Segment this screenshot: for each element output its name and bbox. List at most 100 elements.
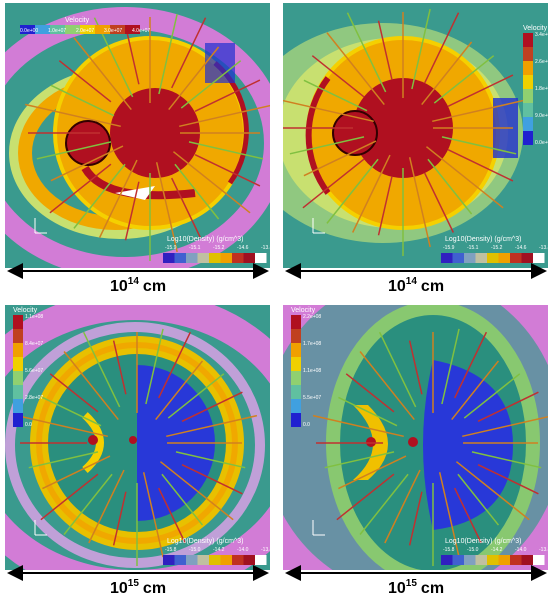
velocity-arrow [50, 84, 115, 117]
velocity-arrow [42, 455, 111, 490]
velocity-tick: 1.8e+08 [535, 86, 550, 92]
velocity-arrow [40, 473, 99, 521]
velocity-tick: 0.0 [303, 422, 310, 428]
velocity-arrow [49, 373, 99, 413]
velocity-arrow [194, 79, 261, 112]
density-title: Log10(Density) (g/cm^3) [167, 538, 243, 545]
colorbar-segment [523, 75, 533, 89]
colorbar-segment [533, 555, 545, 565]
density-tick: -14.6 [515, 245, 527, 251]
density-tick: -13.8 [261, 245, 273, 251]
velocity-tick: 2.0e+07 [76, 28, 94, 34]
velocity-arrow [155, 360, 204, 421]
density-tick: -14.2 [491, 547, 503, 553]
colorbar-segment [441, 555, 453, 565]
velocity-tick: 1.1e+08 [303, 368, 321, 374]
velocity-arrow [359, 473, 409, 535]
velocity-arrow [28, 451, 99, 469]
colorbar-segment [20, 25, 35, 34]
density-tick: -13.8 [539, 547, 550, 553]
colorbar-segment [65, 25, 80, 34]
velocity-arrow [25, 103, 121, 128]
velocity-arrow [145, 328, 164, 405]
velocity-arrow [73, 37, 132, 111]
colorbar-segment [523, 117, 533, 131]
velocity-arrow [188, 141, 264, 160]
velocity-arrow [427, 158, 473, 215]
density-title: Log10(Density) (g/cm^3) [445, 236, 521, 243]
velocity-arrow [326, 158, 379, 224]
colorbar-segment [291, 357, 301, 371]
velocity-arrow [421, 41, 473, 106]
velocity-arrow [311, 55, 365, 98]
colorbar-segment [220, 555, 232, 565]
velocity-arrow [411, 8, 431, 90]
velocity-arrow [351, 154, 391, 233]
velocity-arrow [124, 181, 140, 241]
colorbar-segment [510, 253, 522, 263]
colorbar-segment [510, 555, 522, 565]
velocity-tick: 2.8e+07 [25, 395, 43, 401]
scale-unit: cm [143, 580, 166, 597]
velocity-arrow [462, 415, 548, 438]
velocity-arrow [98, 159, 138, 238]
axis-triad [34, 218, 47, 234]
velocity-arrow [336, 473, 395, 521]
colorbar-segment [50, 25, 65, 34]
velocity-arrow [88, 469, 125, 544]
colorbar-segment [487, 555, 499, 565]
colorbar-segment [533, 253, 545, 263]
velocity-arrow [454, 487, 482, 544]
colorbar-segment [291, 329, 301, 343]
velocity-arrow [377, 20, 393, 80]
colorbar-segment [452, 555, 464, 565]
colorbar-segment [163, 253, 175, 263]
density-title: Log10(Density) (g/cm^3) [167, 236, 243, 243]
density-tick: -13.8 [261, 547, 273, 553]
scale-unit: cm [421, 580, 444, 597]
colorbar-segment [291, 399, 301, 413]
velocity-arrow [441, 328, 460, 405]
velocity-arrow [50, 145, 124, 182]
density-tick: -14.0 [237, 547, 249, 553]
velocity-arrow [455, 461, 530, 521]
velocity-arrow [63, 351, 119, 421]
density-tick: -15.9 [443, 245, 455, 251]
scale-base: 10 [388, 580, 406, 597]
colorbar-segment [13, 315, 23, 329]
velocity-arrow [471, 451, 542, 469]
colorbar-segment [13, 399, 23, 413]
velocity-arrow [167, 373, 225, 419]
colorbar-segment [521, 253, 533, 263]
scale-base: 10 [110, 580, 128, 597]
density-tick: -15.1 [189, 245, 201, 251]
colorbar-segment [197, 253, 209, 263]
velocity-arrow [112, 491, 127, 546]
velocity-arrow [377, 176, 393, 236]
velocity-arrow [158, 13, 178, 95]
velocity-tick: 2.2e+08 [303, 314, 321, 320]
velocity-arrow [408, 491, 423, 546]
colorbar-segment [125, 25, 140, 34]
scale-exponent: 14 [128, 276, 140, 287]
velocity-arrow [312, 414, 404, 438]
velocity-arrow [289, 136, 365, 155]
velocity-tick: 3.4e+08 [535, 32, 550, 38]
axis-triad [312, 218, 325, 234]
velocity-arrow [457, 473, 500, 526]
colorbar-segment [80, 25, 95, 34]
velocity-tick: 5.5e+07 [303, 395, 321, 401]
scale-exponent: 15 [128, 578, 140, 589]
colorbar-segment [174, 253, 186, 263]
velocity-arrow [58, 60, 112, 103]
velocity-arrow [175, 451, 246, 469]
velocity-arrow [63, 473, 113, 535]
colorbar-segment [523, 131, 533, 145]
velocity-tick: 1.1e+08 [25, 314, 43, 320]
velocity-tick: 0.0 [25, 422, 32, 428]
velocity-arrow [158, 487, 186, 544]
velocity-arrow [194, 154, 261, 187]
colorbar-segment [95, 25, 110, 34]
